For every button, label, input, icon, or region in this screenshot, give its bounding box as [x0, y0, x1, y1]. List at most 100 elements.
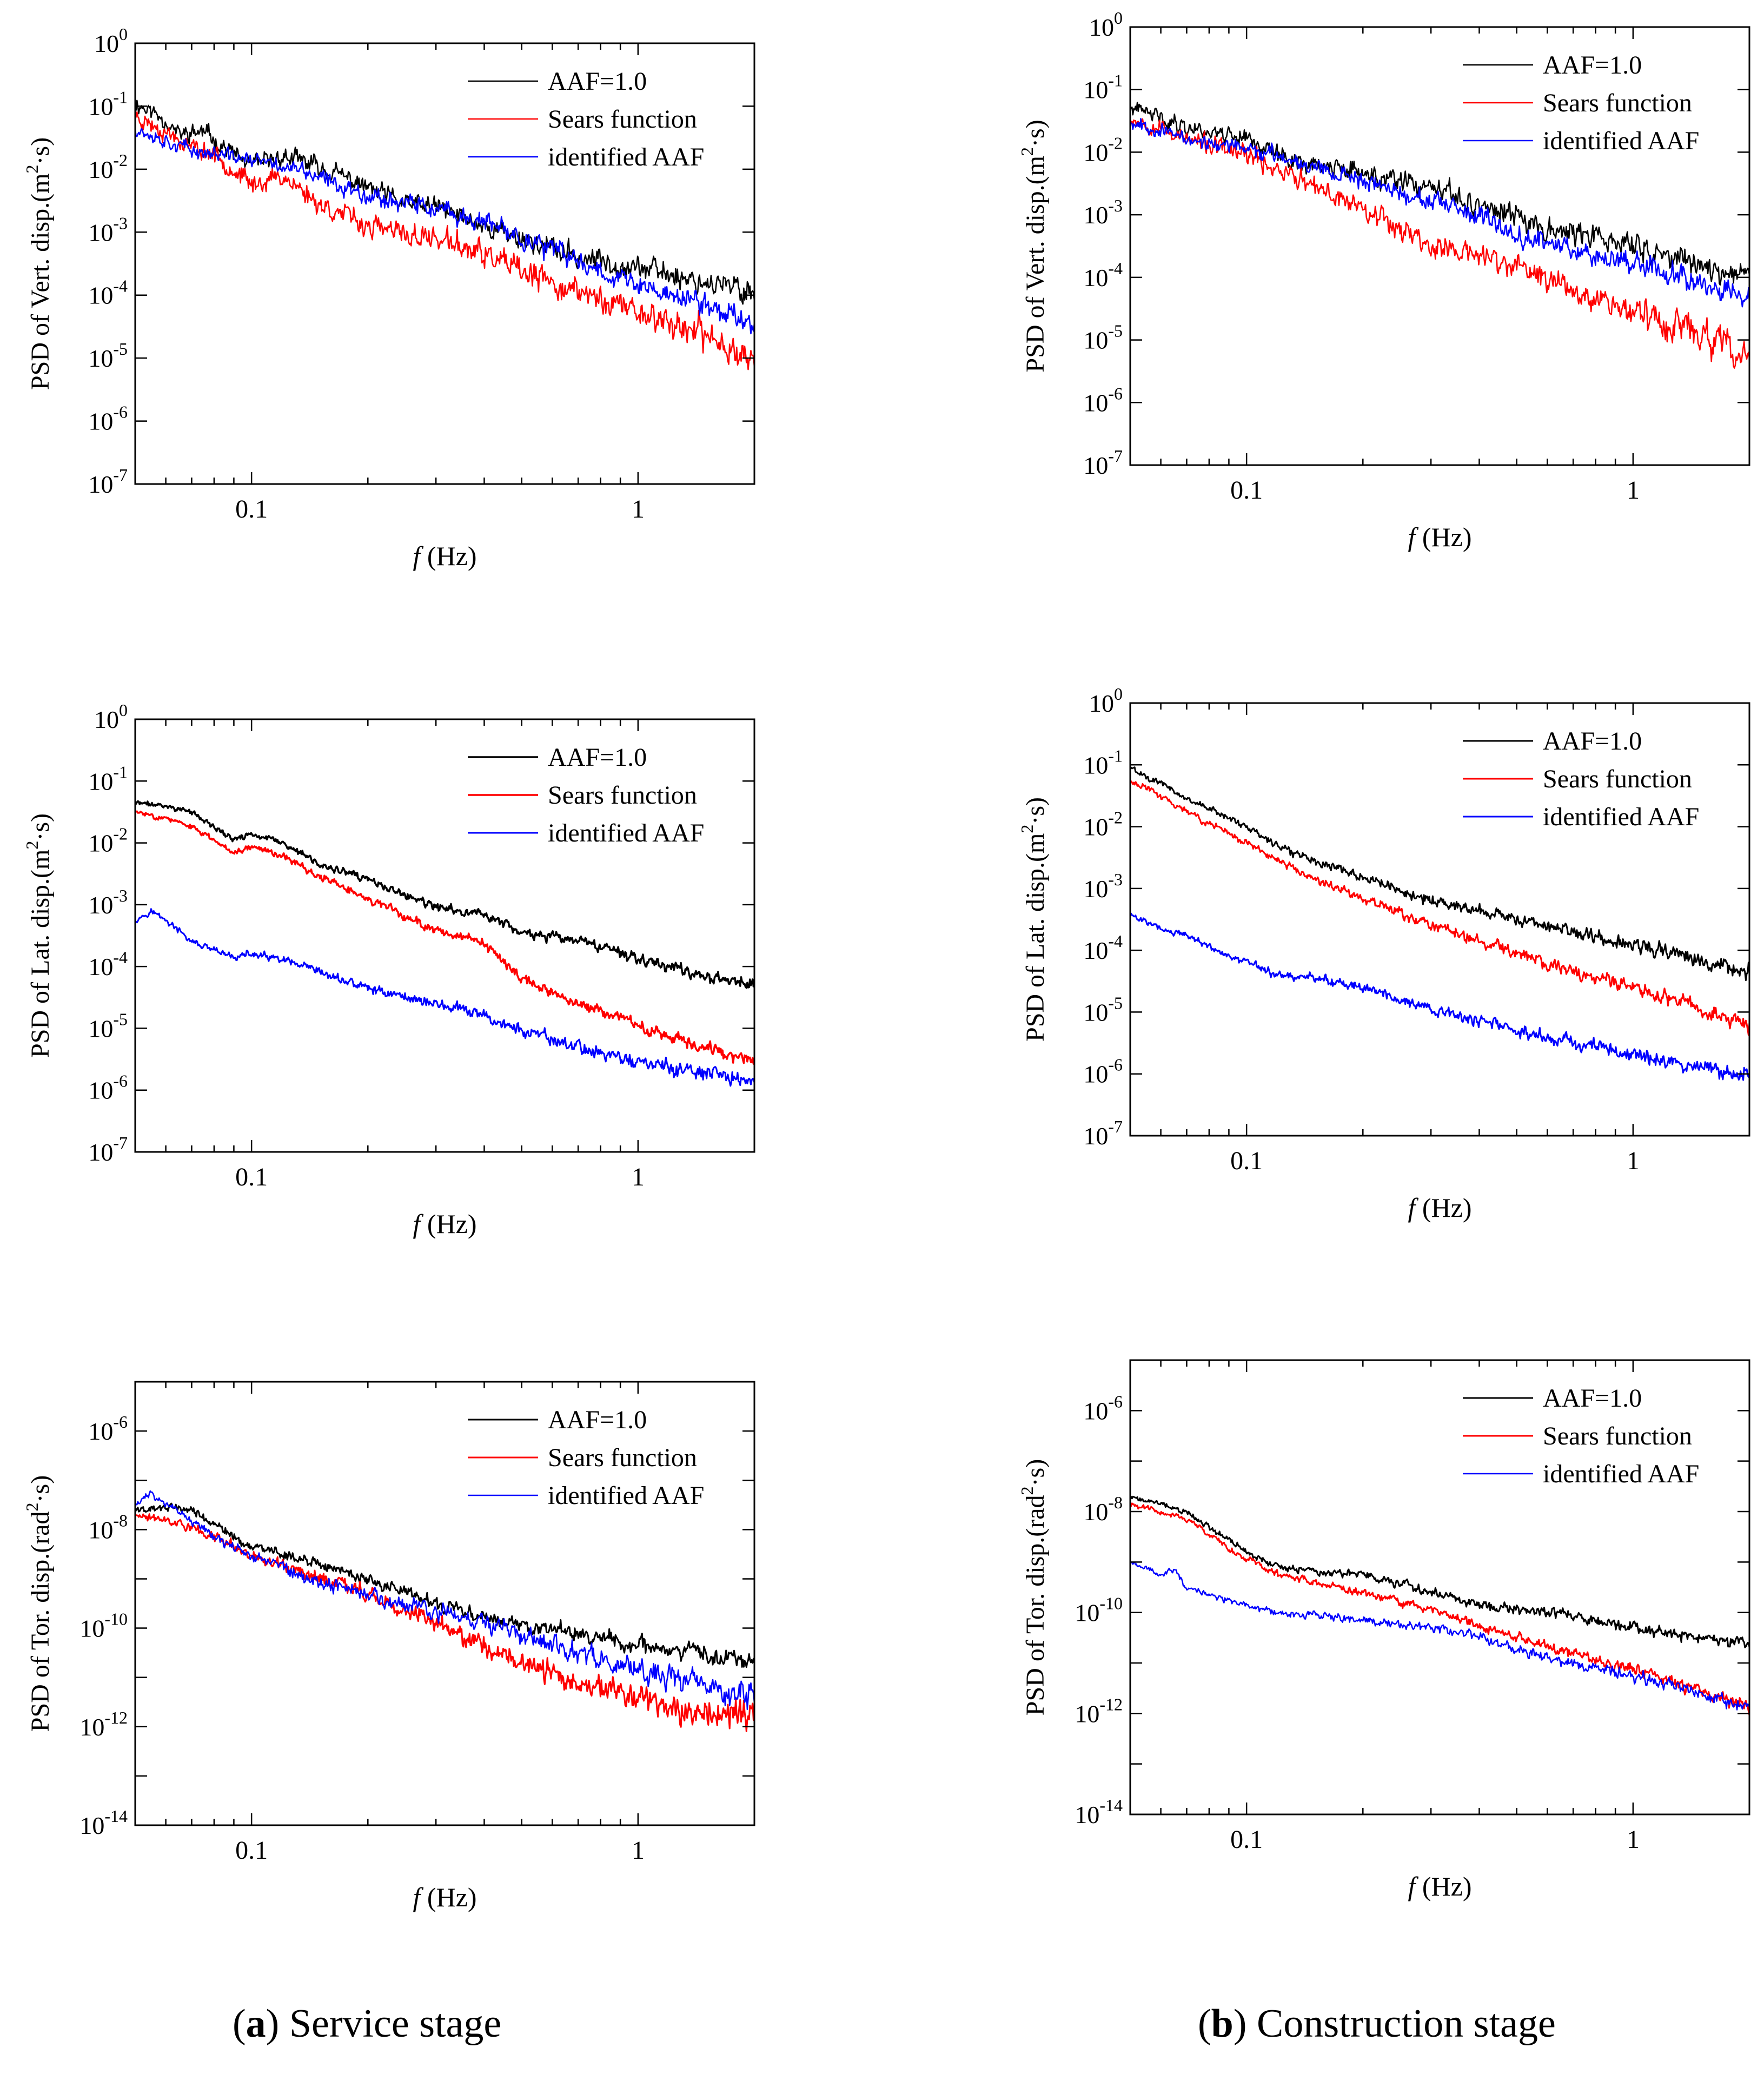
legend-label: AAF=1.0	[548, 67, 647, 96]
y-axis-label: PSD of Lat. disp.(m2·s)	[1017, 797, 1050, 1042]
x-tick-label: 0.1	[1230, 476, 1263, 505]
legend-label: identified AAF	[1543, 127, 1699, 155]
y-tick-label: 10-14	[1075, 1795, 1123, 1828]
x-axis-label: f (Hz)	[1408, 522, 1471, 552]
y-tick-label: 10-3	[1083, 870, 1123, 903]
y-tick-label: 10-2	[1083, 133, 1123, 166]
plot-frame	[134, 42, 755, 485]
series-group	[1130, 102, 1749, 369]
legend-label: AAF=1.0	[548, 1406, 647, 1434]
caption-text: Service stage	[279, 2002, 502, 2046]
legend-label: identified AAF	[548, 819, 704, 847]
y-tick-label: 100	[94, 700, 128, 733]
y-tick-label: 10-6	[88, 1412, 128, 1445]
chart-b-tor: 0.1 1 10-6 10-8 10-10 10-12 10-14 PSD of Tor. d…	[1017, 1359, 1750, 1901]
series-line-identified-aaf	[135, 128, 754, 335]
series-line-aaf-1-0	[1130, 1495, 1749, 1648]
y-axis-label: PSD of Vert. disp.(m2·s)	[22, 137, 55, 390]
x-tick-label: 1	[1627, 476, 1640, 505]
series-line-sears-function	[1130, 780, 1749, 1036]
legend-label: identified AAF	[548, 1481, 704, 1510]
series-line-sears-function	[135, 810, 754, 1065]
chart-b-vert: 0.1 1 100 10-1 10-2 10-3 10-4 10-5 10-6 10-7 PSD o…	[1017, 8, 1750, 552]
legend: AAF=1.0 Sears function identified AAF	[468, 1406, 704, 1510]
caption-construction-stage: (b) Construction stage	[1198, 2002, 1556, 2046]
series-line-aaf-1-0	[135, 1502, 754, 1668]
legend-label: identified AAF	[1543, 803, 1699, 831]
series-group	[1130, 1495, 1749, 1716]
caption-service-stage: (a) Service stage	[233, 2002, 502, 2046]
y-tick-label: 10-10	[79, 1609, 128, 1642]
legend-label: Sears function	[548, 105, 697, 134]
y-tick-label: 10-6	[1083, 383, 1123, 416]
legend-label: Sears function	[1543, 765, 1692, 793]
y-tick-label: 10-10	[1075, 1594, 1123, 1627]
legend: AAF=1.0 Sears function identified AAF	[1463, 51, 1699, 155]
series-line-identified-aaf	[1130, 1561, 1749, 1711]
x-tick-label: 1	[632, 1163, 645, 1191]
x-tick-label: 1	[632, 1836, 645, 1865]
y-tick-label: 10-6	[88, 1071, 128, 1104]
series-group	[135, 800, 754, 1087]
y-tick-label: 10-7	[1083, 446, 1123, 479]
caption-letter: a	[246, 2002, 266, 2046]
y-tick-label: 10-12	[1075, 1694, 1123, 1727]
y-tick-label: 10-3	[88, 886, 128, 919]
y-tick-label: 10-2	[88, 824, 128, 857]
y-tick-label: 10-8	[88, 1510, 128, 1543]
y-tick-label: 10-1	[88, 762, 128, 795]
x-tick-label: 0.1	[235, 1836, 268, 1865]
series-line-sears-function	[135, 1513, 754, 1732]
x-axis-label: f (Hz)	[413, 1882, 476, 1912]
y-tick-label: 10-8	[1083, 1493, 1123, 1526]
plot-frame	[134, 718, 755, 1153]
legend-label: identified AAF	[548, 143, 704, 171]
caption-letter: b	[1211, 2002, 1234, 2046]
legend-label: AAF=1.0	[548, 743, 647, 772]
x-axis-label: f (Hz)	[413, 541, 476, 571]
y-tick-label: 10-6	[88, 402, 128, 435]
caption-text: Construction stage	[1246, 2002, 1556, 2046]
y-axis-label: PSD of Tor. disp.(rad2·s)	[22, 1475, 55, 1732]
plot-frame	[1129, 702, 1750, 1137]
chart-b-lat: 0.1 1 100 10-1 10-2 10-3 10-4 10-5 10-6 10-7 PSD o…	[1017, 684, 1750, 1223]
x-axis-label: f (Hz)	[1408, 1871, 1471, 1901]
y-tick-label: 10-7	[1083, 1117, 1123, 1150]
chart-a-vert: 0.1 1 100 10-1 10-2 10-3 10-4 10-5 10-6 10-7 PSD o…	[22, 24, 755, 571]
legend-label: AAF=1.0	[1543, 1384, 1642, 1413]
x-tick-label: 1	[632, 495, 645, 524]
legend-label: Sears function	[548, 781, 697, 810]
y-tick-label: 10-1	[1083, 71, 1123, 104]
legend-label: AAF=1.0	[1543, 727, 1642, 756]
y-tick-label: 10-2	[88, 150, 128, 183]
legend-label: AAF=1.0	[1543, 51, 1642, 79]
series-line-aaf-1-0	[1130, 102, 1749, 286]
y-tick-label: 10-4	[88, 947, 128, 980]
y-axis-label: PSD of Tor. disp.(rad2·s)	[1017, 1459, 1050, 1715]
y-tick-label: 10-4	[88, 276, 128, 309]
plot-frame	[134, 1381, 755, 1826]
plot-frame	[1129, 26, 1750, 466]
series-line-aaf-1-0	[1130, 766, 1749, 982]
x-axis-label: f (Hz)	[1408, 1192, 1471, 1223]
x-tick-label: 0.1	[235, 1163, 268, 1191]
y-tick-label: 100	[1089, 684, 1123, 717]
y-tick-label: 10-7	[88, 1133, 128, 1166]
y-tick-label: 10-14	[79, 1806, 128, 1839]
x-tick-label: 0.1	[235, 495, 268, 524]
series-line-identified-aaf	[135, 1490, 754, 1711]
series-line-sears-function	[1130, 118, 1749, 369]
x-tick-label: 0.1	[1230, 1147, 1263, 1175]
series-group	[135, 100, 754, 370]
series-line-aaf-1-0	[135, 800, 754, 989]
y-tick-label: 10-7	[88, 465, 128, 498]
chart-a-lat: 0.1 1 100 10-1 10-2 10-3 10-4 10-5 10-6 10-7 PSD o…	[22, 700, 755, 1239]
y-tick-label: 10-6	[1083, 1391, 1123, 1424]
y-tick-label: 10-4	[1083, 259, 1123, 291]
legend: AAF=1.0 Sears function identified AAF	[468, 743, 704, 847]
plot-frame	[1129, 1359, 1750, 1815]
legend-label: Sears function	[1543, 1422, 1692, 1450]
y-tick-label: 10-3	[1083, 196, 1123, 229]
y-tick-label: 100	[1089, 8, 1123, 41]
